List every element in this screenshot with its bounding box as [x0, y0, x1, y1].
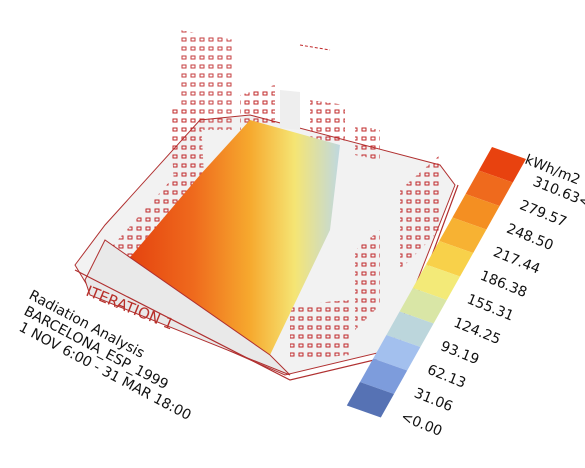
- legend-label: 31.06: [412, 385, 455, 415]
- legend-swatch: [412, 264, 460, 300]
- legend-swatch: [386, 311, 434, 347]
- legend-swatch: [426, 241, 474, 277]
- legend-label: 186.38: [478, 268, 529, 301]
- legend-label: 217.44: [491, 244, 542, 277]
- legend-swatch: [360, 358, 408, 394]
- legend-label: 124.25: [451, 315, 502, 348]
- legend-label: 155.31: [465, 291, 516, 324]
- legend-label: 93.19: [438, 338, 481, 368]
- legend-swatch: [478, 147, 526, 183]
- legend-label: 248.50: [504, 221, 555, 254]
- legend-label: <0.00: [399, 409, 445, 440]
- legend-swatch: [439, 217, 487, 253]
- legend-swatch: [346, 382, 394, 418]
- legend-label: 279.57: [517, 197, 568, 230]
- legend-swatch: [373, 335, 421, 371]
- legend-swatch: [452, 194, 500, 230]
- legend-swatch: [465, 170, 513, 206]
- legend-label: 62.13: [425, 362, 468, 392]
- legend-swatch: [399, 288, 447, 324]
